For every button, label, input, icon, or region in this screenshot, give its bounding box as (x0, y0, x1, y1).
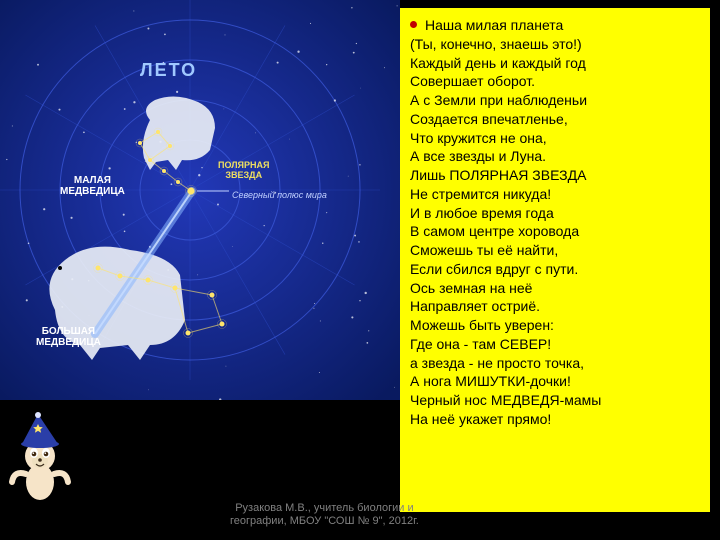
poem-line: На неё укажет прямо! (410, 410, 700, 429)
poem-line: Создается впечатленье, (410, 110, 700, 129)
poem-line: Что кружится не она, (410, 129, 700, 148)
poem-line: Сможешь ты её найти, (410, 241, 700, 260)
poem-line: И в любое время года (410, 204, 700, 223)
poem-line: Направляет остриё. (410, 297, 700, 316)
poem-line: В самом центре хоровода (410, 222, 700, 241)
poem-line: А с Земли при наблюденьи (410, 91, 700, 110)
footer-credit: Рузакова М.В., учитель биологии и геогра… (230, 502, 419, 528)
poem-line: Совершает оборот. (410, 72, 700, 91)
label-season: ЛЕТО (140, 60, 197, 81)
bullet-icon (410, 21, 417, 28)
poem-line: а звезда - не просто точка, (410, 354, 700, 373)
poem-box: Наша милая планета (Ты, конечно, знаешь … (400, 8, 710, 512)
poem-line: Если сбился вдруг с пути. (410, 260, 700, 279)
footer-line1: Рузакова М.В., учитель биологии и (235, 502, 413, 514)
footer-line2: географии, МБОУ "СОШ № 9", 2012г. (230, 515, 419, 527)
poem-line: Можешь быть уверен: (410, 316, 700, 335)
poem-line: А нога МИШУТКИ-дочки! (410, 372, 700, 391)
slide-root: ЛЕТО МАЛАЯМЕДВЕДИЦА БОЛЬШАЯМЕДВЕДИЦА ПОЛ… (0, 0, 720, 540)
poem-line: (Ты, конечно, знаешь это!) (410, 35, 700, 54)
label-ursa-major: БОЛЬШАЯМЕДВЕДИЦА (36, 326, 101, 348)
poem-line: А все звезды и Луна. (410, 147, 700, 166)
poem-line: Где она - там СЕВЕР! (410, 335, 700, 354)
character-wizard-meerkat (0, 412, 80, 502)
label-ursa-minor: МАЛАЯМЕДВЕДИЦА (60, 175, 125, 197)
poem-line: Наша милая планета (425, 17, 563, 33)
poem-line: Каждый день и каждый год (410, 54, 700, 73)
poem-line: Черный нос МЕДВЕДЯ-мамы (410, 391, 700, 410)
poem-line: Лишь ПОЛЯРНАЯ ЗВЕЗДА (410, 166, 700, 185)
label-north-celestial-pole: Северный полюс мира (232, 190, 327, 200)
poem-line: Не стремится никуда! (410, 185, 700, 204)
label-polaris: ПОЛЯРНАЯЗВЕЗДА (218, 160, 270, 180)
poem-line: Ось земная на неё (410, 279, 700, 298)
